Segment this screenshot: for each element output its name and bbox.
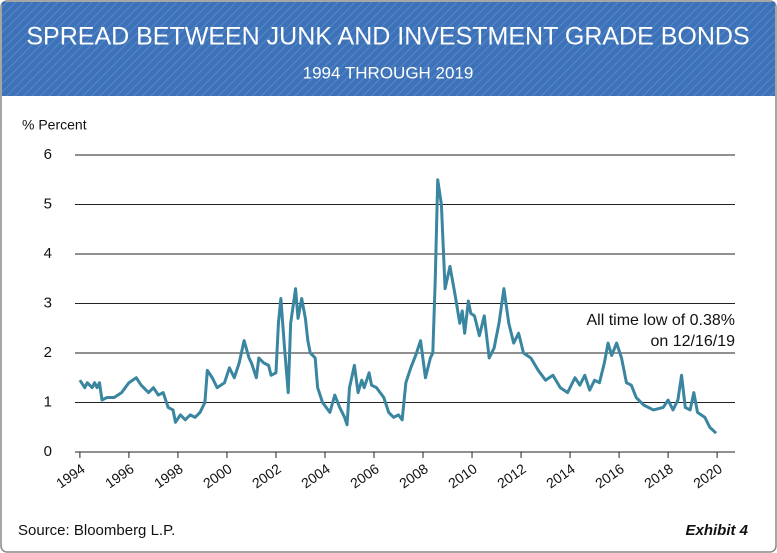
annotation: All time low of 0.38%	[586, 312, 735, 329]
annotation: on 12/16/19	[650, 333, 735, 350]
y-tick-label: 4	[44, 245, 52, 262]
exhibit-label: Exhibit 4	[685, 522, 748, 539]
header-band	[2, 2, 775, 96]
data-line	[78, 178, 718, 435]
chart-subtitle: 1994 THROUGH 2019	[303, 63, 474, 82]
chart-title: SPREAD BETWEEN JUNK AND INVESTMENT GRADE…	[26, 23, 749, 51]
y-tick-label: 5	[44, 195, 52, 212]
y-tick-label: 1	[44, 393, 52, 410]
source: Source: Bloomberg L.P.	[18, 522, 175, 539]
y-tick-label: 0	[44, 443, 52, 460]
y-tick-label: 3	[44, 294, 52, 311]
y-axis-label: % Percent	[22, 117, 87, 133]
y-tick-label: 2	[44, 344, 52, 361]
y-tick-label: 6	[44, 146, 52, 163]
